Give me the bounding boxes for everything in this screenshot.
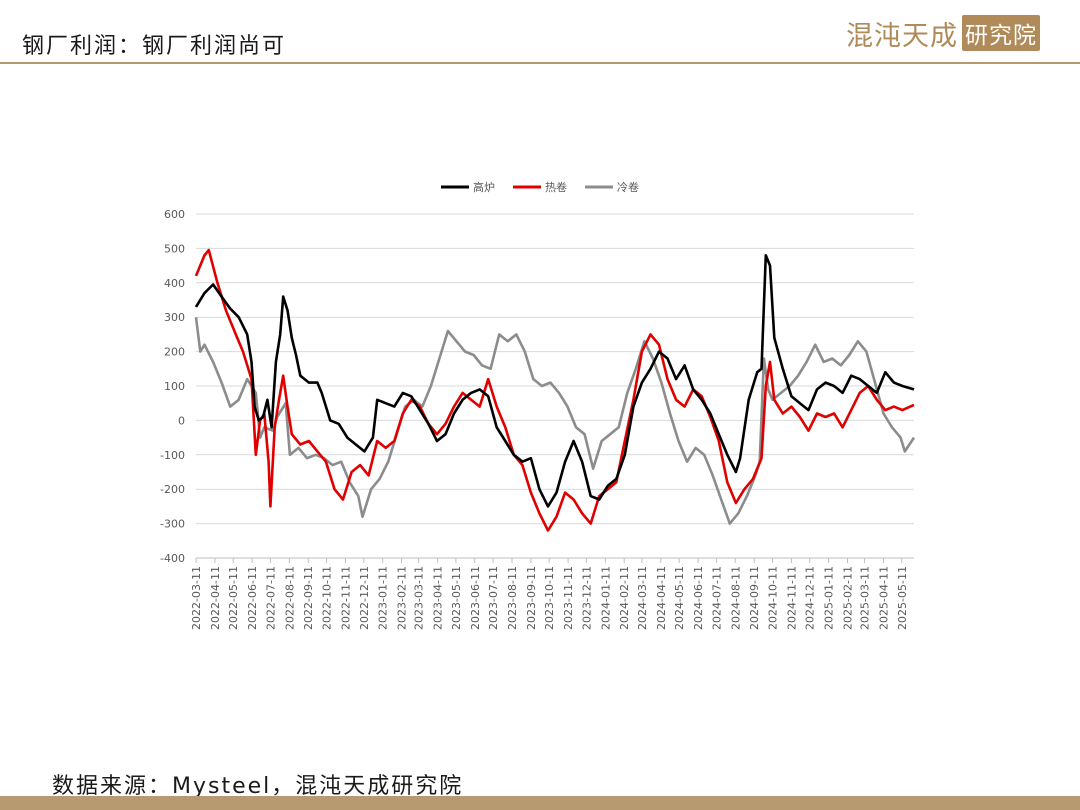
y-tick-label: 600 bbox=[164, 208, 185, 221]
legend-label: 冷卷 bbox=[617, 180, 639, 194]
x-tick-label: 2023-08-11 bbox=[506, 566, 519, 630]
x-tick-label: 2025-01-11 bbox=[823, 566, 836, 630]
x-tick-label: 2024-03-11 bbox=[636, 566, 649, 630]
series-line-3 bbox=[194, 317, 916, 525]
x-tick-label: 2022-10-11 bbox=[321, 566, 334, 630]
x-tick-label: 2022-05-11 bbox=[227, 566, 240, 630]
logo-text-main: 混沌天成 bbox=[846, 20, 958, 52]
x-tick-label: 2024-06-11 bbox=[692, 566, 705, 630]
header-divider bbox=[0, 62, 1080, 64]
x-tick-label: 2023-01-11 bbox=[377, 566, 390, 630]
y-tick-label: 100 bbox=[164, 380, 185, 393]
legend-label: 热卷 bbox=[545, 180, 567, 194]
series-line-1 bbox=[194, 254, 915, 508]
x-tick-label: 2023-12-11 bbox=[580, 566, 593, 630]
x-tick-label: 2024-01-11 bbox=[599, 566, 612, 630]
x-tick-label: 2022-03-11 bbox=[190, 566, 203, 630]
x-tick-label: 2025-03-11 bbox=[859, 566, 872, 630]
x-tick-label: 2023-02-11 bbox=[396, 566, 409, 630]
x-axis: 2022-03-11 2022-04-11 2022-05-11 2022-06-11… bbox=[190, 557, 914, 630]
logo-text-box: 研究院 bbox=[962, 15, 1040, 51]
footer-bar bbox=[0, 796, 1080, 810]
x-tick-label: 2024-09-11 bbox=[748, 566, 761, 630]
x-tick-label: 2024-05-11 bbox=[673, 566, 686, 630]
y-tick-label: 200 bbox=[164, 346, 185, 359]
x-tick-label: 2022-06-11 bbox=[246, 566, 259, 630]
x-tick-label: 2025-04-11 bbox=[877, 566, 890, 630]
series-line-2 bbox=[194, 248, 915, 532]
y-tick-label: -200 bbox=[160, 483, 185, 496]
y-tick-label: -300 bbox=[160, 518, 185, 531]
x-tick-label: 2023-05-11 bbox=[450, 566, 463, 630]
data-source-note: 数据来源：Mysteel，混沌天成研究院 bbox=[52, 774, 464, 799]
page-title: 钢厂利润：钢厂利润尚可 bbox=[22, 34, 287, 59]
x-tick-label: 2023-03-11 bbox=[413, 566, 426, 630]
profit-line-chart: 高炉 热卷 冷卷 -400 -300 -200 -100 0 100 200 300 400 500 6… bbox=[160, 180, 916, 630]
x-tick-label: 2023-10-11 bbox=[543, 566, 556, 630]
x-tick-label: 2022-08-11 bbox=[283, 566, 296, 630]
x-tick-label: 2024-07-11 bbox=[710, 566, 723, 630]
y-tick-label: 300 bbox=[164, 311, 185, 324]
y-tick-label: 500 bbox=[164, 242, 185, 255]
chart-gridlines bbox=[196, 213, 914, 525]
x-tick-label: 2022-07-11 bbox=[264, 566, 277, 630]
legend-label: 高炉 bbox=[473, 180, 495, 194]
x-tick-label: 2023-07-11 bbox=[487, 566, 500, 630]
x-tick-label: 2023-11-11 bbox=[562, 566, 575, 630]
x-tick-label: 2022-09-11 bbox=[302, 566, 315, 630]
x-tick-label: 2024-02-11 bbox=[618, 566, 631, 630]
x-tick-label: 2022-11-11 bbox=[339, 566, 352, 630]
x-tick-label: 2023-09-11 bbox=[525, 566, 538, 630]
y-axis-ticks: -400 -300 -200 -100 0 100 200 300 400 500 600 bbox=[160, 208, 185, 565]
x-tick-label: 2022-12-11 bbox=[358, 566, 371, 630]
y-tick-label: 400 bbox=[164, 277, 185, 290]
x-tick-label: 2023-04-11 bbox=[432, 566, 445, 630]
x-tick-label: 2024-04-11 bbox=[655, 566, 668, 630]
x-tick-label: 2024-12-11 bbox=[804, 566, 817, 630]
y-tick-label: -400 bbox=[160, 552, 185, 565]
x-tick-label: 2022-04-11 bbox=[209, 566, 222, 630]
x-tick-label: 2024-08-11 bbox=[729, 566, 742, 630]
x-tick-label: 2024-11-11 bbox=[785, 566, 798, 630]
chart-series bbox=[194, 248, 916, 532]
x-tick-label: 2025-02-11 bbox=[842, 566, 855, 630]
brand-logo: 混沌天成 研究院 bbox=[846, 14, 1040, 52]
y-tick-label: 0 bbox=[178, 414, 185, 427]
x-tick-label: 2024-10-11 bbox=[766, 566, 779, 630]
y-tick-label: -100 bbox=[160, 449, 185, 462]
chart-legend: 高炉 热卷 冷卷 bbox=[441, 180, 639, 194]
x-tick-label: 2023-06-11 bbox=[469, 566, 482, 630]
x-tick-label: 2025-05-11 bbox=[896, 566, 909, 630]
